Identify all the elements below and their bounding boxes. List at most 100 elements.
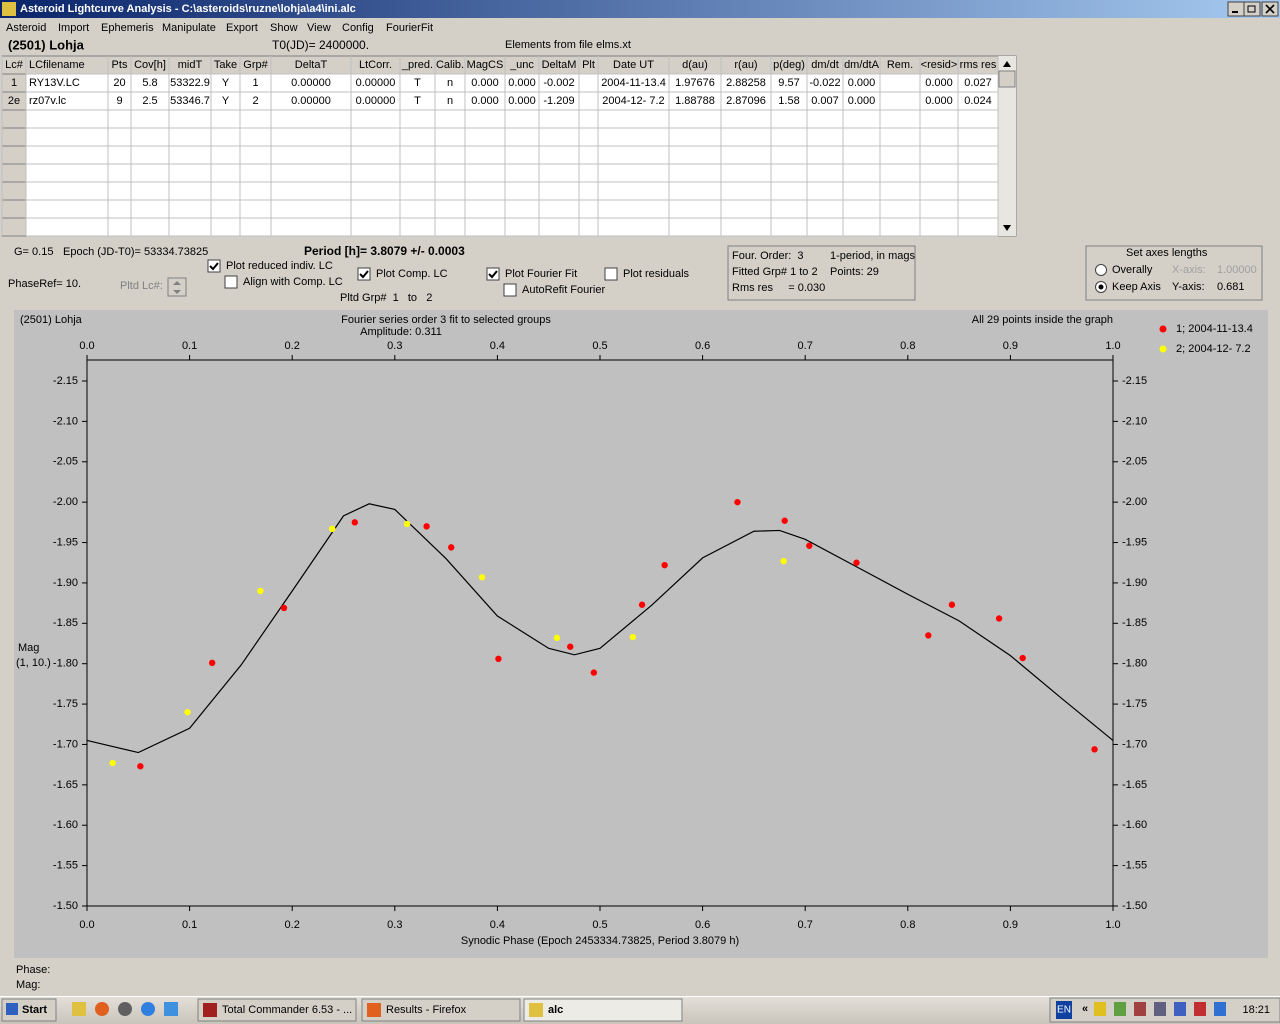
legend-label: 2; 2004-12- 7.2 xyxy=(1176,343,1251,355)
column-header[interactable]: Date UT xyxy=(613,59,654,71)
fit-order: Four. Order: 3 xyxy=(732,250,804,262)
data-point xyxy=(780,557,787,565)
task-label[interactable]: alc xyxy=(548,1004,563,1016)
row-header[interactable] xyxy=(1,163,27,183)
lang-box[interactable] xyxy=(1056,1001,1072,1019)
column-header[interactable]: midT xyxy=(178,59,203,71)
column-header[interactable]: Rem. xyxy=(887,59,913,71)
spin-up[interactable] xyxy=(173,281,181,285)
row-header[interactable] xyxy=(1,127,27,147)
column-header[interactable]: DeltaM xyxy=(542,59,577,71)
column-header[interactable]: LCfilename xyxy=(29,59,85,71)
column-header[interactable]: d(au) xyxy=(682,59,708,71)
checkbox-label[interactable]: Plot residuals xyxy=(623,268,690,280)
quick-launch-icon[interactable] xyxy=(72,1002,86,1016)
column-header[interactable]: MagCS xyxy=(467,59,504,71)
pltd-lc-spinner[interactable] xyxy=(167,277,187,297)
tray-icon[interactable] xyxy=(1134,1002,1146,1016)
column-header[interactable]: p(deg) xyxy=(773,59,805,71)
tray-icon[interactable] xyxy=(1194,1002,1206,1016)
table-cell: 2e xyxy=(8,95,20,107)
row-header[interactable] xyxy=(1,199,27,219)
x-tick-label: 1.0 xyxy=(1105,340,1120,352)
table-cell: 1.97676 xyxy=(675,77,715,89)
menu-item[interactable]: Show xyxy=(270,22,298,34)
tray-icon[interactable] xyxy=(1174,1002,1186,1016)
scroll-down[interactable] xyxy=(1003,225,1011,231)
column-header[interactable]: Plt xyxy=(582,59,595,71)
column-header[interactable]: LtCorr. xyxy=(359,59,392,71)
tray-icon[interactable] xyxy=(1154,1002,1166,1016)
task-button[interactable] xyxy=(197,998,357,1022)
row-header[interactable] xyxy=(1,217,27,237)
menu-item[interactable]: Asteroid xyxy=(6,22,46,34)
column-header[interactable]: dm/dt xyxy=(811,59,839,71)
column-header[interactable]: Pts xyxy=(112,59,128,71)
menu-item[interactable]: View xyxy=(307,22,331,34)
column-header[interactable]: _unc xyxy=(509,59,534,71)
x-tick-label: 0.8 xyxy=(900,340,915,352)
radio[interactable] xyxy=(1095,264,1107,276)
tray-icon[interactable] xyxy=(1214,1002,1226,1016)
data-point xyxy=(806,542,813,549)
column-header[interactable]: Calib. xyxy=(436,59,464,71)
checkbox[interactable] xyxy=(357,267,371,281)
column-header[interactable]: dm/dtA xyxy=(844,59,880,71)
restore-button[interactable] xyxy=(1243,1,1261,17)
radio-label[interactable]: Overally xyxy=(1112,264,1153,276)
menu-item[interactable]: Export xyxy=(226,22,258,34)
menu-item[interactable]: Import xyxy=(58,22,89,34)
minimize-button[interactable] xyxy=(1227,1,1245,17)
quick-launch-icon[interactable] xyxy=(95,1002,109,1016)
column-header[interactable]: DeltaT xyxy=(295,59,328,71)
row-header[interactable] xyxy=(1,181,27,201)
window-buttons[interactable] xyxy=(1227,1,1279,17)
tray-icon[interactable] xyxy=(1114,1002,1126,1016)
table-scrollbar[interactable] xyxy=(998,56,1016,236)
column-header[interactable]: Cov[h] xyxy=(134,59,166,71)
checkbox[interactable] xyxy=(604,267,618,281)
menu-item[interactable]: Config xyxy=(342,22,374,34)
column-header[interactable]: rms res xyxy=(960,59,997,71)
table-cell: -0.022 xyxy=(809,77,840,89)
radio-label[interactable]: Keep Axis xyxy=(1112,281,1161,293)
row-header[interactable] xyxy=(1,145,27,165)
quick-launch-icon[interactable] xyxy=(141,1002,155,1016)
column-header[interactable]: _pred. xyxy=(401,59,433,71)
menu-item[interactable]: Ephemeris xyxy=(101,22,154,34)
checkbox[interactable] xyxy=(224,275,238,289)
scroll-up[interactable] xyxy=(1003,61,1011,67)
checkbox[interactable] xyxy=(207,259,221,273)
quick-launch-icon[interactable] xyxy=(164,1002,178,1016)
checkbox-label[interactable]: Plot Fourier Fit xyxy=(505,268,577,280)
table-cell: -0.002 xyxy=(543,77,574,89)
tray-expand[interactable]: « xyxy=(1082,1003,1088,1015)
column-header[interactable]: <resid> xyxy=(921,59,958,71)
data-point xyxy=(995,615,1003,622)
data-point xyxy=(329,525,336,533)
column-header[interactable]: r(au) xyxy=(734,59,757,71)
scroll-thumb[interactable] xyxy=(998,70,1016,88)
checkbox-label[interactable]: AutoRefit Fourier xyxy=(522,284,605,296)
checkbox-label[interactable]: Align with Comp. LC xyxy=(243,276,343,288)
quick-launch-icon[interactable] xyxy=(118,1002,132,1016)
column-header[interactable]: Take xyxy=(214,59,237,71)
task-button[interactable] xyxy=(523,998,683,1022)
checkbox-label[interactable]: Plot Comp. LC xyxy=(376,268,448,280)
fit-rms: Rms res = 0.030 xyxy=(732,282,825,294)
column-header[interactable]: Lc# xyxy=(5,59,24,71)
tray-icon[interactable] xyxy=(1094,1002,1106,1016)
menu-item[interactable]: Manipulate xyxy=(162,22,216,34)
table-cell: 0.027 xyxy=(964,77,992,89)
chart-annotation: All 29 points inside the graph xyxy=(972,314,1113,326)
spin-down[interactable] xyxy=(173,290,181,294)
task-button[interactable] xyxy=(361,998,521,1022)
checkbox-label[interactable]: Plot reduced indiv. LC xyxy=(226,260,333,272)
column-header[interactable]: Grp# xyxy=(243,59,268,71)
checkbox[interactable] xyxy=(503,283,517,297)
task-label[interactable]: Results - Firefox xyxy=(386,1004,467,1016)
row-header[interactable] xyxy=(1,109,27,129)
task-label[interactable]: Total Commander 6.53 - ... xyxy=(222,1004,352,1016)
menu-item[interactable]: FourierFit xyxy=(386,22,433,34)
checkbox[interactable] xyxy=(486,267,500,281)
